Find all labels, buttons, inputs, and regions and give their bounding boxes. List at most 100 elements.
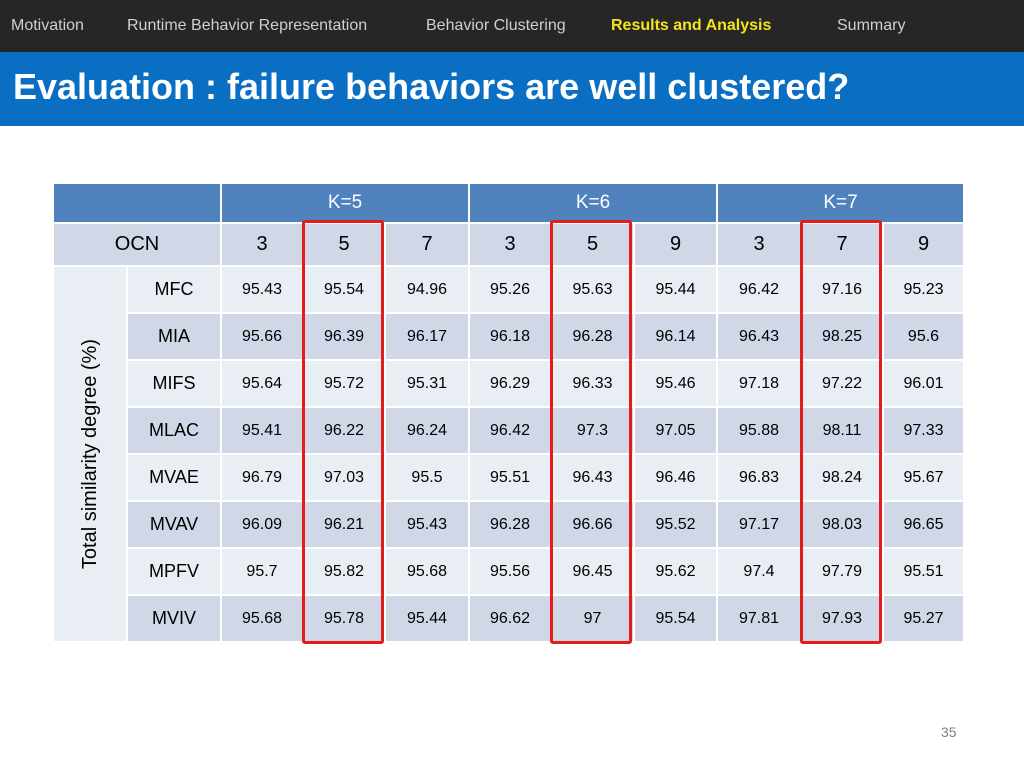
top-nav: Motivation Runtime Behavior Representati… (0, 0, 1024, 52)
nav-item-results-and-analysis[interactable]: Results and Analysis (611, 17, 772, 34)
ocn-value: 3 (220, 222, 304, 267)
value-cell: 96.42 (468, 406, 552, 455)
value-cell: 95.43 (384, 500, 470, 549)
value-cell: 95.27 (882, 594, 965, 643)
value-cell: 97.33 (882, 406, 965, 455)
value-cell: 95.63 (550, 265, 635, 314)
value-cell: 96.42 (716, 265, 802, 314)
value-cell: 98.11 (800, 406, 884, 455)
table-row: MIFS 95.64 95.72 95.31 96.29 96.33 95.46 97.18 9… (53, 359, 965, 408)
ocn-value: 9 (633, 222, 718, 267)
k-header: K=5 (220, 182, 470, 224)
value-cell: 96.28 (468, 500, 552, 549)
value-cell: 95.64 (220, 359, 304, 408)
value-cell: 96.28 (550, 312, 635, 361)
value-cell: 95.72 (302, 359, 386, 408)
table-row: MIA 95.66 96.39 96.17 96.18 96.28 96.14 96.43 98… (53, 312, 965, 361)
value-cell: 96.43 (550, 453, 635, 502)
value-cell: 97.3 (550, 406, 635, 455)
value-cell: 96.62 (468, 594, 552, 643)
nav-item-behavior-clustering[interactable]: Behavior Clustering (426, 17, 566, 34)
value-cell: 98.24 (800, 453, 884, 502)
ocn-row: OCN 3 5 7 3 5 9 3 7 9 (52, 222, 965, 267)
value-cell: 95.7 (220, 547, 304, 596)
value-cell: 95.68 (220, 594, 304, 643)
y-axis-label: Total similarity degree (%) (79, 338, 101, 570)
ocn-value: 5 (550, 222, 635, 267)
value-cell: 96.29 (468, 359, 552, 408)
value-cell: 97 (550, 594, 635, 643)
row-name: MVIV (126, 594, 222, 643)
ocn-value: 5 (302, 222, 386, 267)
value-cell: 97.93 (800, 594, 884, 643)
nav-item-summary[interactable]: Summary (837, 17, 906, 34)
table-row: MVAE 96.79 97.03 95.5 95.51 96.43 96.46 96.83 98… (53, 453, 965, 502)
value-cell: 95.62 (633, 547, 718, 596)
table-row: MVAV 96.09 96.21 95.43 96.28 96.66 95.52 97.17 9… (53, 500, 965, 549)
row-name: MLAC (126, 406, 222, 455)
value-cell: 96.79 (220, 453, 304, 502)
value-cell: 96.43 (716, 312, 802, 361)
value-cell: 98.03 (800, 500, 884, 549)
k-header: K=6 (468, 182, 718, 224)
value-cell: 96.46 (633, 453, 718, 502)
value-cell: 95.6 (882, 312, 965, 361)
value-cell: 97.16 (800, 265, 884, 314)
value-cell: 95.78 (302, 594, 386, 643)
results-table: K=5 K=6 K=7 OCN 3 5 7 3 5 9 3 7 9 Total … (52, 182, 965, 643)
value-cell: 96.33 (550, 359, 635, 408)
header-corner-cell (52, 182, 222, 224)
value-cell: 95.46 (633, 359, 718, 408)
nav-item-motivation[interactable]: Motivation (11, 17, 84, 34)
value-cell: 97.05 (633, 406, 718, 455)
value-cell: 96.14 (633, 312, 718, 361)
value-cell: 97.81 (716, 594, 802, 643)
value-cell: 96.45 (550, 547, 635, 596)
value-cell: 95.44 (384, 594, 470, 643)
value-cell: 95.82 (302, 547, 386, 596)
value-cell: 95.88 (716, 406, 802, 455)
value-cell: 95.43 (220, 265, 304, 314)
value-cell: 96.17 (384, 312, 470, 361)
table-row: MPFV 95.7 95.82 95.68 95.56 96.45 95.62 97.4 97.… (53, 547, 965, 596)
value-cell: 96.21 (302, 500, 386, 549)
k-header: K=7 (716, 182, 965, 224)
value-cell: 97.03 (302, 453, 386, 502)
value-cell: 96.65 (882, 500, 965, 549)
ocn-value: 7 (384, 222, 470, 267)
value-cell: 96.83 (716, 453, 802, 502)
value-cell: 95.51 (468, 453, 552, 502)
value-cell: 96.09 (220, 500, 304, 549)
row-name: MFC (126, 265, 222, 314)
value-cell: 96.18 (468, 312, 552, 361)
value-cell: 97.4 (716, 547, 802, 596)
row-name: MIFS (126, 359, 222, 408)
row-name: MPFV (126, 547, 222, 596)
value-cell: 96.66 (550, 500, 635, 549)
value-cell: 96.22 (302, 406, 386, 455)
value-cell: 95.44 (633, 265, 718, 314)
row-name: MVAV (126, 500, 222, 549)
ocn-value: 7 (800, 222, 884, 267)
table-row: MVIV 95.68 95.78 95.44 96.62 97 95.54 97.81 97.9… (53, 594, 965, 643)
value-cell: 95.54 (302, 265, 386, 314)
y-axis-label-cell: Total similarity degree (%) (52, 265, 128, 643)
nav-item-runtime-behavior-representation[interactable]: Runtime Behavior Representation (127, 17, 368, 34)
value-cell: 95.41 (220, 406, 304, 455)
value-cell: 97.79 (800, 547, 884, 596)
value-cell: 95.66 (220, 312, 304, 361)
value-cell: 95.52 (633, 500, 718, 549)
value-cell: 97.17 (716, 500, 802, 549)
value-cell: 95.5 (384, 453, 470, 502)
slide-title: Evaluation : failure behaviors are well … (13, 66, 850, 107)
value-cell: 95.51 (882, 547, 965, 596)
ocn-value: 3 (468, 222, 552, 267)
value-cell: 96.24 (384, 406, 470, 455)
table-row: Total similarity degree (%) MFC 95.43 95.54… (52, 265, 965, 643)
value-cell: 95.31 (384, 359, 470, 408)
value-cell: 97.22 (800, 359, 884, 408)
table-row: MLAC 95.41 96.22 96.24 96.42 97.3 97.05 95.88 98… (53, 406, 965, 455)
value-cell: 95.67 (882, 453, 965, 502)
k-header-row: K=5 K=6 K=7 (52, 182, 965, 224)
ocn-value: 9 (882, 222, 965, 267)
